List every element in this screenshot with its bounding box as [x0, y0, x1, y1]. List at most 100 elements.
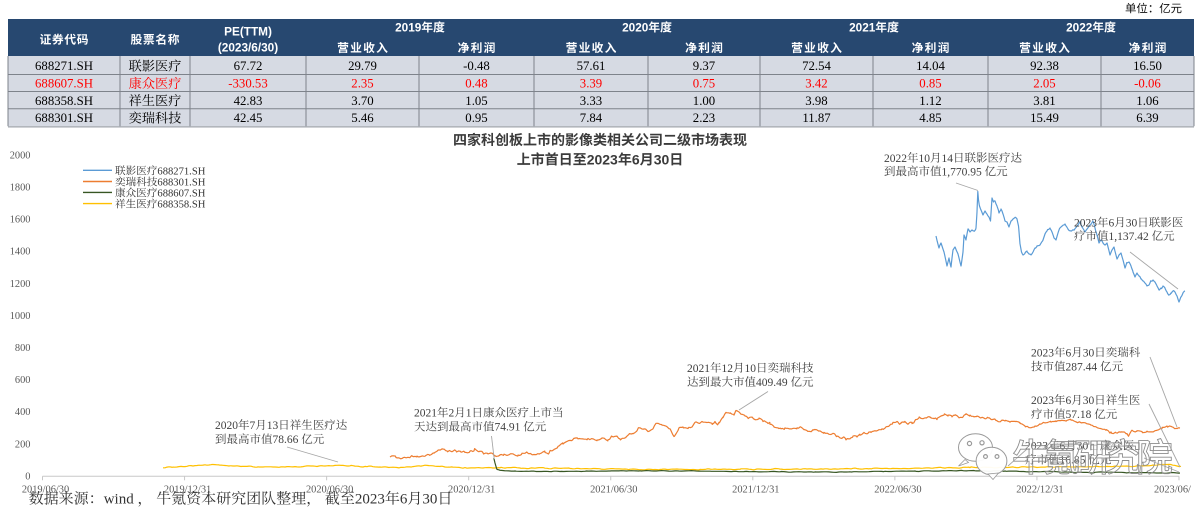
- svg-text:0.95: 0.95: [465, 111, 487, 125]
- svg-text:6: 6: [1109, 217, 1115, 229]
- svg-text:2000: 2000: [10, 150, 31, 161]
- svg-text:1,770.95: 1,770.95: [942, 166, 983, 178]
- svg-text:2023: 2023: [1031, 347, 1054, 359]
- svg-text:7.84: 7.84: [580, 111, 603, 125]
- svg-text:688301.SH: 688301.SH: [157, 178, 205, 189]
- svg-text:0.48: 0.48: [465, 77, 487, 91]
- svg-text:2019/06/30: 2019/06/30: [22, 484, 69, 495]
- svg-text:2023: 2023: [1031, 395, 1054, 407]
- svg-text:2.23: 2.23: [693, 111, 715, 125]
- svg-text:2020/12/31: 2020/12/31: [448, 484, 495, 495]
- svg-text:6: 6: [400, 492, 408, 508]
- svg-text:409.49: 409.49: [756, 377, 788, 389]
- svg-text:13: 13: [267, 420, 279, 432]
- svg-text:1000: 1000: [10, 311, 31, 322]
- svg-text:1: 1: [466, 408, 472, 420]
- svg-text:1200: 1200: [10, 279, 31, 290]
- svg-text:400: 400: [15, 407, 31, 418]
- svg-text:11.87: 11.87: [802, 111, 831, 125]
- svg-text:688358.SH: 688358.SH: [35, 94, 93, 108]
- svg-text:800: 800: [15, 343, 31, 354]
- svg-text:2021/06/30: 2021/06/30: [590, 484, 637, 495]
- svg-text:-0.48: -0.48: [463, 59, 490, 73]
- svg-text:2023: 2023: [355, 492, 385, 508]
- svg-text:2019/12/31: 2019/12/31: [164, 484, 211, 495]
- svg-text:PE(TTM): PE(TTM): [224, 24, 272, 38]
- svg-text:30: 30: [422, 492, 437, 508]
- svg-text:10: 10: [919, 153, 931, 165]
- svg-text:57.61: 57.61: [577, 59, 606, 73]
- svg-text:2022/06/30: 2022/06/30: [874, 484, 921, 495]
- svg-text:12: 12: [722, 363, 734, 375]
- svg-text:30: 30: [1083, 395, 1095, 407]
- svg-text:1.12: 1.12: [919, 94, 941, 108]
- svg-text:3.39: 3.39: [580, 77, 602, 91]
- svg-text:67.72: 67.72: [234, 59, 263, 73]
- svg-text:2023: 2023: [1074, 217, 1097, 229]
- svg-text:2021/12/31: 2021/12/31: [732, 484, 779, 495]
- svg-text:42.45: 42.45: [234, 111, 263, 125]
- svg-text:2.35: 2.35: [351, 77, 373, 91]
- svg-text:4.85: 4.85: [919, 111, 941, 125]
- svg-text:688607.SH: 688607.SH: [157, 188, 205, 199]
- svg-text:30: 30: [1126, 217, 1138, 229]
- svg-text:30: 30: [654, 151, 670, 167]
- svg-text:1800: 1800: [10, 183, 31, 194]
- svg-text:688301.SH: 688301.SH: [35, 111, 93, 125]
- svg-text:2021: 2021: [687, 363, 710, 375]
- svg-text:29.79: 29.79: [348, 59, 377, 73]
- svg-text:-330.53: -330.53: [228, 77, 267, 91]
- svg-text:287.44: 287.44: [1066, 361, 1098, 373]
- svg-text:2022/12/31: 2022/12/31: [1016, 484, 1063, 495]
- svg-text:6: 6: [1066, 395, 1072, 407]
- svg-text:78.66: 78.66: [273, 434, 299, 446]
- svg-text:10: 10: [745, 363, 757, 375]
- svg-text:wind: wind: [104, 492, 135, 508]
- svg-text:5.46: 5.46: [351, 111, 374, 125]
- svg-text:-0.06: -0.06: [1134, 77, 1161, 91]
- svg-text:0.85: 0.85: [919, 77, 941, 91]
- svg-text:200: 200: [15, 439, 31, 450]
- svg-text:6: 6: [1066, 347, 1072, 359]
- svg-text:30: 30: [1083, 347, 1095, 359]
- svg-text:688607.SH: 688607.SH: [35, 77, 93, 91]
- svg-text:15.49: 15.49: [1030, 111, 1059, 125]
- svg-text:2021: 2021: [849, 20, 876, 34]
- svg-text:6: 6: [632, 151, 640, 167]
- svg-text:2020: 2020: [622, 20, 649, 34]
- svg-text:42.83: 42.83: [234, 94, 263, 108]
- svg-text:3.81: 3.81: [1033, 94, 1055, 108]
- svg-text:7: 7: [250, 420, 256, 432]
- svg-text:2.05: 2.05: [1033, 77, 1055, 91]
- svg-text:14: 14: [942, 153, 954, 165]
- svg-text:688358.SH: 688358.SH: [157, 200, 205, 211]
- svg-text:1,137.42: 1,137.42: [1109, 231, 1150, 243]
- svg-text:3.70: 3.70: [351, 94, 373, 108]
- svg-text:2021: 2021: [414, 408, 437, 420]
- svg-text:0.75: 0.75: [693, 77, 715, 91]
- svg-text:1600: 1600: [10, 215, 31, 226]
- svg-text:1400: 1400: [10, 247, 31, 258]
- svg-text:74.91: 74.91: [495, 422, 521, 434]
- svg-text:3.42: 3.42: [805, 77, 827, 91]
- svg-text:1.05: 1.05: [465, 94, 487, 108]
- svg-text:14.04: 14.04: [916, 59, 945, 73]
- svg-text:3.33: 3.33: [580, 94, 602, 108]
- svg-text:6.39: 6.39: [1136, 111, 1158, 125]
- svg-text:57.18: 57.18: [1066, 409, 1092, 421]
- svg-text:2022: 2022: [884, 153, 907, 165]
- svg-text:3.98: 3.98: [805, 94, 827, 108]
- svg-text:1.00: 1.00: [693, 94, 715, 108]
- svg-text:2020: 2020: [215, 420, 238, 432]
- svg-text:2019: 2019: [395, 20, 422, 34]
- svg-text:600: 600: [15, 375, 31, 386]
- svg-text:2022: 2022: [1066, 20, 1093, 34]
- svg-text:1.06: 1.06: [1136, 94, 1159, 108]
- svg-text:688271.SH: 688271.SH: [157, 166, 205, 177]
- svg-text:688271.SH: 688271.SH: [35, 59, 93, 73]
- svg-text:2020/06/30: 2020/06/30: [306, 484, 353, 495]
- svg-text:2023/06/: 2023/06/: [1154, 484, 1191, 495]
- svg-text:9.37: 9.37: [693, 59, 716, 73]
- svg-text:2023: 2023: [587, 151, 618, 167]
- svg-text:72.54: 72.54: [802, 59, 831, 73]
